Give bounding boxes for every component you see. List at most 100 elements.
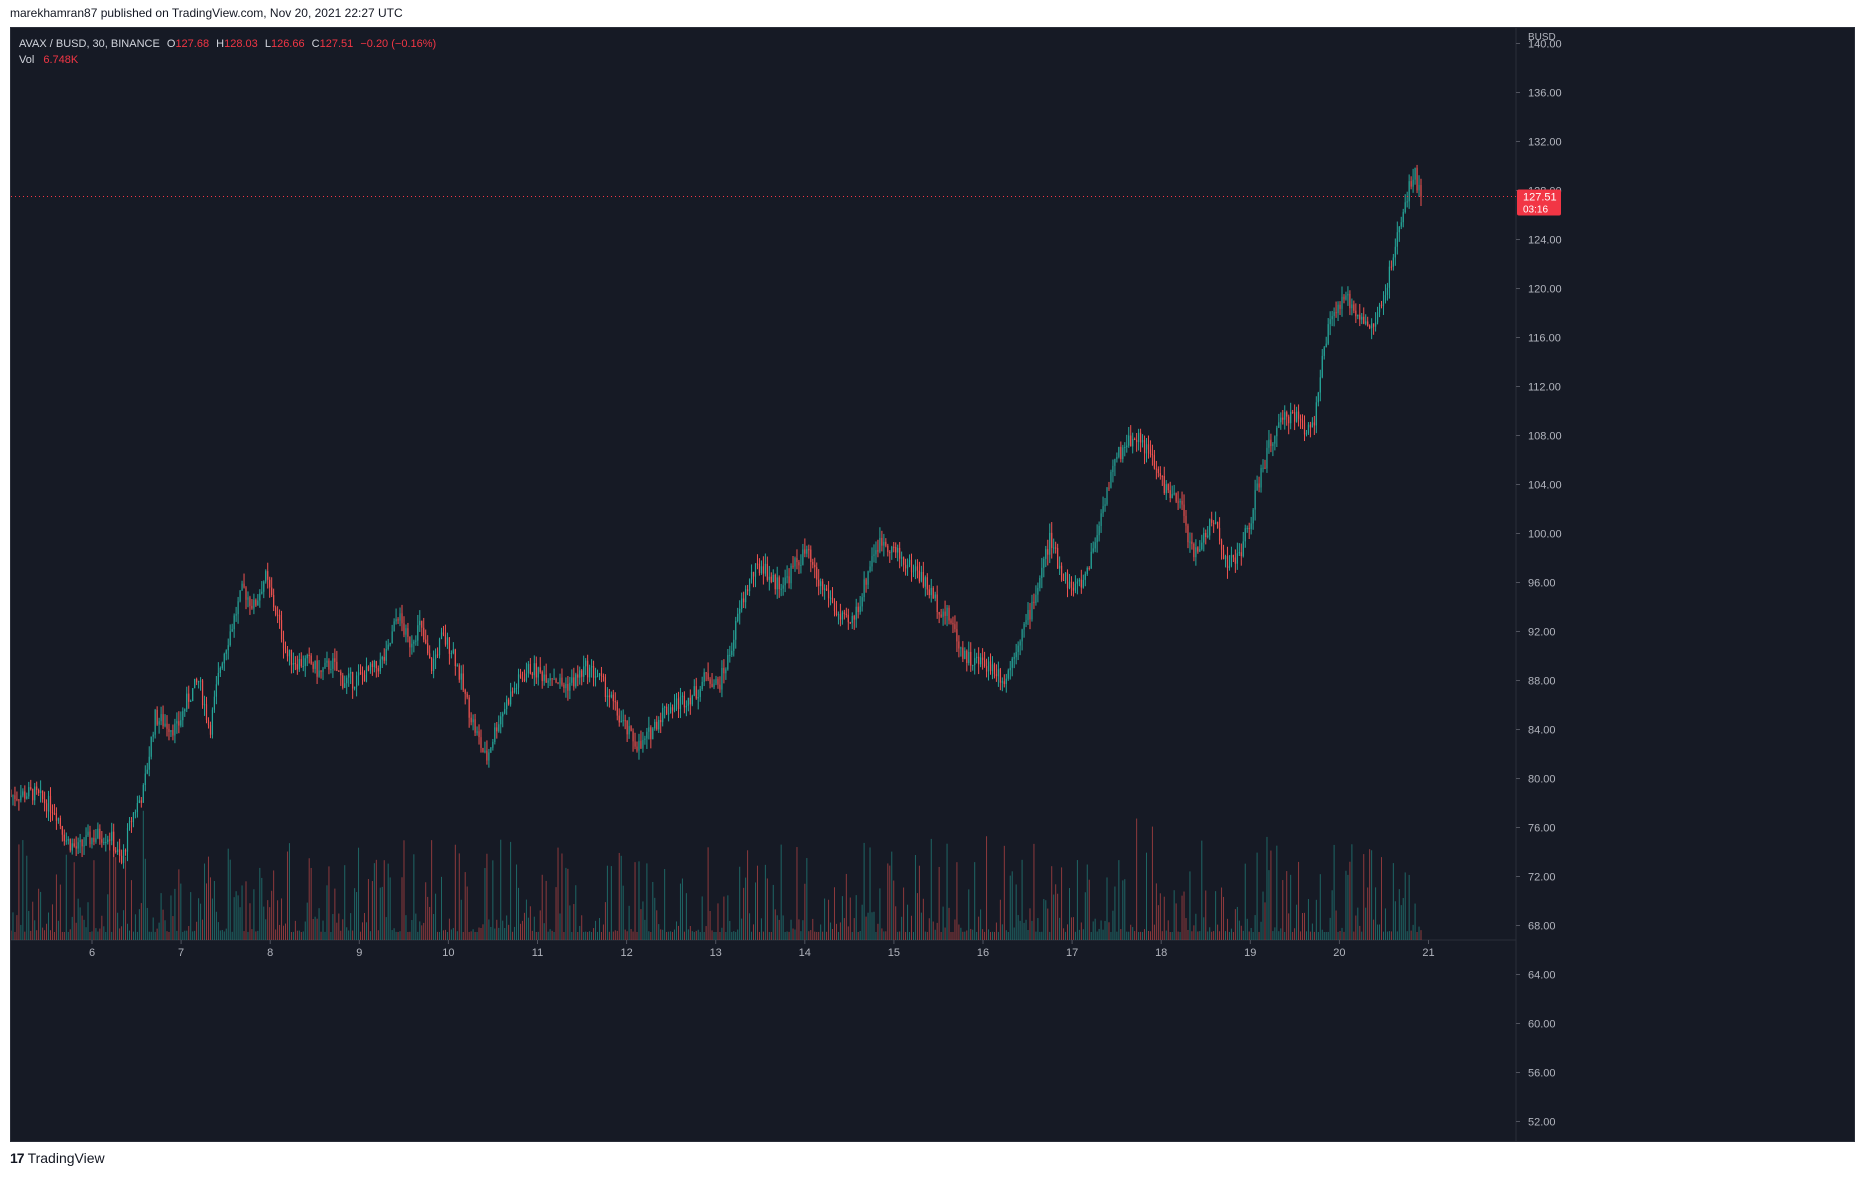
candle-body [940, 614, 942, 617]
volume-bar [516, 864, 518, 940]
volume-bar [845, 873, 847, 940]
volume-bar [733, 931, 735, 940]
footer-brand[interactable]: 17 TradingView [10, 1150, 105, 1166]
candle-body [1157, 468, 1159, 474]
candle-body [936, 594, 938, 612]
volume-bar [1090, 931, 1092, 940]
candle-body [1252, 509, 1254, 524]
candle-body [833, 602, 836, 612]
candle-body [875, 550, 877, 555]
candle-body [448, 637, 451, 654]
candle-body [748, 579, 751, 592]
candle-body [1126, 445, 1128, 447]
volume-bar [620, 855, 622, 940]
candle-body [1369, 325, 1371, 329]
candle-body [12, 795, 14, 797]
volume-bar [281, 898, 283, 940]
volume-bar [284, 923, 286, 940]
candle-body [225, 650, 227, 654]
volume-bar [492, 860, 494, 940]
candle-body [36, 786, 38, 790]
candle-body [361, 672, 364, 675]
volume-label[interactable]: Vol [19, 54, 35, 66]
candle-body [737, 613, 739, 622]
chart-panel[interactable]: 140.00136.00132.00128.00124.00120.00116.… [10, 27, 1855, 1142]
candle-body [427, 643, 429, 654]
candle-body [980, 657, 982, 665]
candle-body [1128, 435, 1130, 446]
candle-body [178, 721, 180, 726]
volume-bar [1270, 850, 1272, 940]
volume-bar [354, 888, 356, 940]
candle-body [683, 695, 686, 708]
candle-body [1199, 549, 1201, 552]
volume-bar [1153, 924, 1155, 940]
volume-bar [391, 930, 393, 940]
candle-body [14, 795, 16, 799]
volume-bar [762, 931, 764, 940]
last-price-label: 127.51 [1523, 192, 1557, 204]
volume-bar [1300, 931, 1302, 940]
volume-bar [956, 862, 958, 940]
candle-body [411, 643, 413, 648]
candle-body [1041, 567, 1043, 579]
volume-bar [1381, 857, 1383, 940]
candle-body [829, 597, 832, 599]
candle-body [539, 667, 541, 672]
volume-bar [14, 931, 16, 940]
volume-bar [1410, 930, 1412, 940]
volume-bar [1394, 901, 1396, 940]
candle-body [65, 840, 67, 842]
candle-body [156, 709, 158, 725]
volume-bar [421, 925, 423, 940]
volume-bar [1187, 929, 1189, 940]
volume-bar [1041, 931, 1043, 940]
volume-bar [476, 931, 478, 940]
volume-bar [1003, 845, 1005, 940]
volume-bar [330, 931, 332, 940]
volume-bar [685, 893, 687, 940]
candle-body [215, 684, 217, 697]
symbol-label[interactable]: AVAX / BUSD, 30, BINANCE [19, 38, 160, 50]
volume-bar [991, 931, 993, 940]
volume-bar [198, 898, 200, 940]
volume-bar [891, 851, 893, 940]
volume-bar [808, 931, 810, 940]
candle-body [699, 689, 701, 698]
volume-bar [119, 928, 121, 940]
candle-body [752, 571, 755, 577]
volume-bar [711, 930, 713, 940]
chart-canvas[interactable]: 140.00136.00132.00128.00124.00120.00116.… [11, 28, 1854, 1141]
candle-body [45, 803, 48, 812]
candle-body [140, 800, 142, 803]
candle-body [454, 649, 456, 667]
candle-body [1064, 572, 1067, 581]
volume-bar [980, 909, 982, 940]
candle-body [391, 631, 393, 643]
candle-body [930, 587, 932, 596]
candle-body [511, 691, 514, 693]
candle-body [32, 789, 34, 801]
candle-body [1220, 540, 1223, 550]
candle-body [355, 675, 358, 687]
candle-body [824, 588, 826, 590]
candle-body [895, 547, 897, 553]
candle-body [685, 705, 687, 708]
candle-body [1207, 535, 1209, 538]
volume-bar [1302, 912, 1304, 940]
volume-bar [235, 891, 237, 940]
candle-body [198, 681, 200, 683]
candle-body [269, 579, 271, 588]
candle-body [707, 673, 709, 680]
candle-body [1163, 476, 1165, 494]
candle-body [806, 549, 808, 554]
volume-bar [1280, 928, 1282, 940]
volume-bar [875, 931, 877, 940]
candle-body [1345, 295, 1347, 300]
volume-bar [393, 928, 395, 940]
candle-body [660, 720, 662, 723]
volume-bar [585, 931, 587, 940]
volume-bar [612, 931, 614, 940]
volume-bar [1327, 931, 1329, 940]
volume-bar [656, 910, 658, 940]
